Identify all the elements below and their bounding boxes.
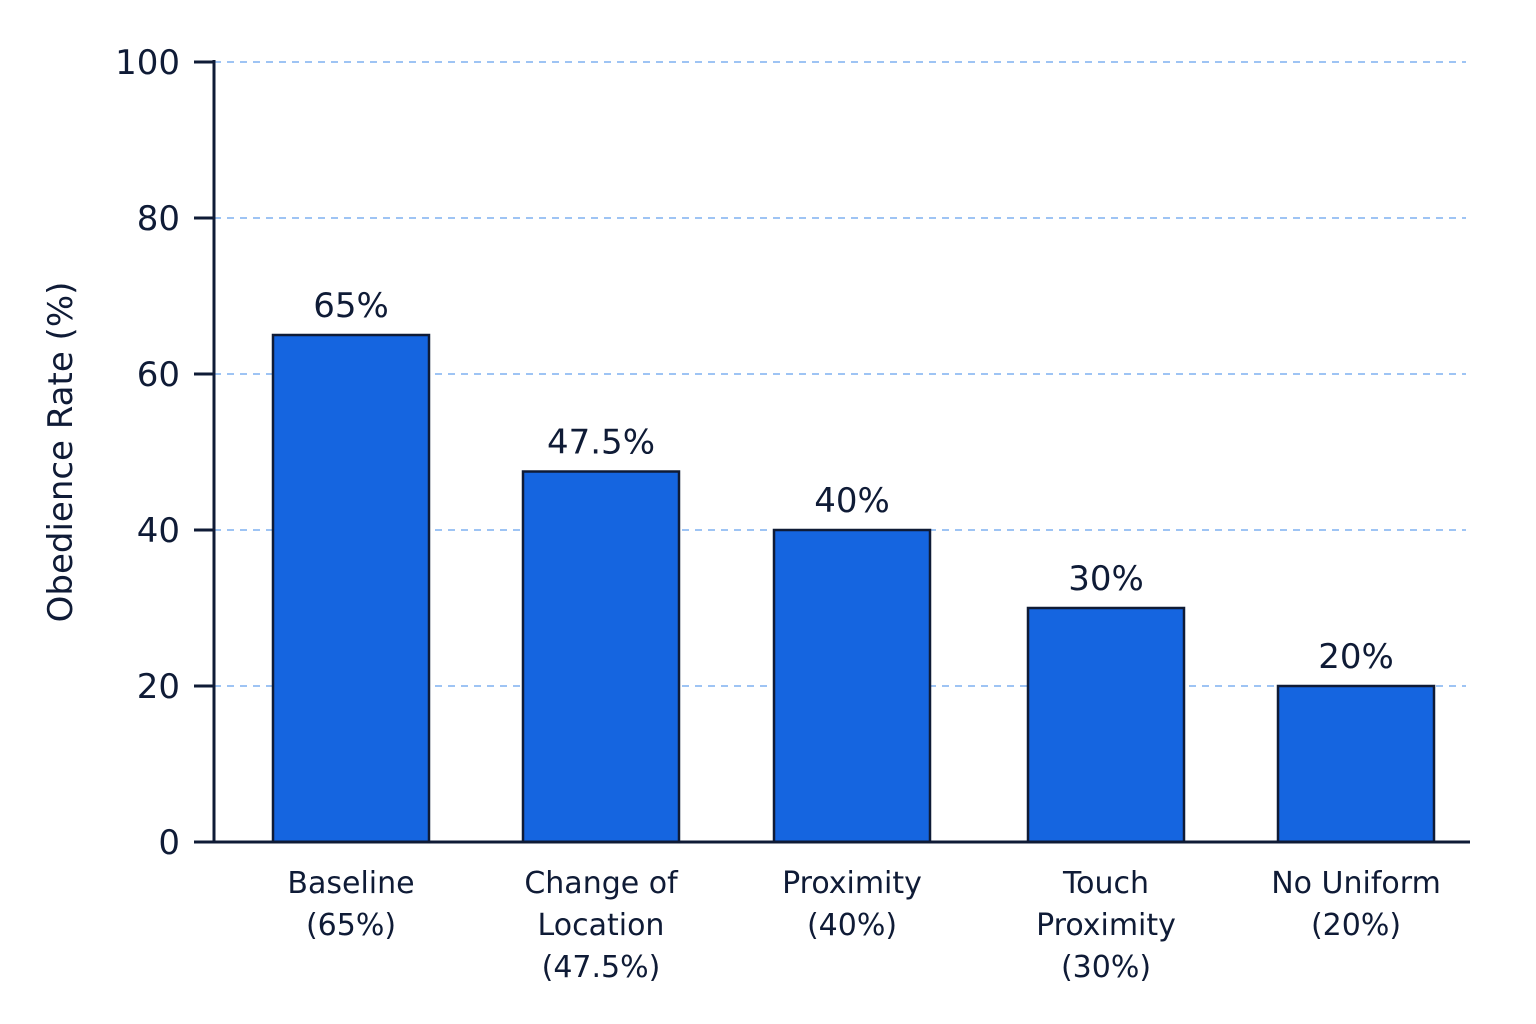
x-category-label-line: (65%) — [306, 908, 396, 943]
bar-value-label: 30% — [1068, 559, 1144, 599]
bar — [1026, 606, 1186, 844]
bar-value-label: 65% — [313, 286, 389, 326]
y-tick-label: 0 — [158, 823, 180, 863]
bars — [271, 333, 1436, 844]
x-category-label: Change of Location (47.5%) — [524, 866, 679, 985]
bar-value-label: 40% — [814, 481, 890, 521]
x-category-label: Touch Proximity (30%) — [1036, 866, 1176, 985]
x-category-label-line: Proximity — [1036, 908, 1176, 943]
bar-value-label: 47.5% — [547, 423, 655, 463]
x-category-label-line: Proximity — [782, 866, 922, 901]
x-category-label-line: (40%) — [807, 908, 897, 943]
x-category-label-line: Change of — [524, 866, 679, 901]
x-category-label-line: No Uniform — [1271, 866, 1441, 901]
y-tick-label: 100 — [115, 43, 180, 83]
x-category-label-line: (30%) — [1061, 950, 1151, 985]
x-category-label-line: Location — [538, 908, 665, 943]
x-category-label: Proximity (40%) — [782, 866, 922, 943]
x-category-label: Baseline (65%) — [287, 866, 414, 943]
x-category-label-line: Touch — [1062, 866, 1149, 901]
x-category-label-line: Baseline — [287, 866, 414, 901]
y-tick-label: 40 — [137, 511, 180, 551]
axes — [194, 60, 1470, 844]
bar-value-label: 20% — [1318, 637, 1394, 677]
x-category-label: No Uniform (20%) — [1271, 866, 1441, 943]
x-category-label-line: (47.5%) — [542, 950, 661, 985]
bar — [271, 333, 431, 844]
bar — [772, 528, 932, 844]
bar — [521, 470, 681, 844]
y-tick-label: 20 — [137, 667, 180, 707]
y-tick-label: 80 — [137, 199, 180, 239]
y-tick-label: 60 — [137, 355, 180, 395]
y-axis-title: Obedience Rate (%) — [41, 282, 81, 623]
x-category-label-line: (20%) — [1311, 908, 1401, 943]
bar — [1276, 684, 1436, 844]
labels: 0 20 40 60 80 100 65% Baseline (65%) 47.5% Change … — [115, 43, 1441, 985]
